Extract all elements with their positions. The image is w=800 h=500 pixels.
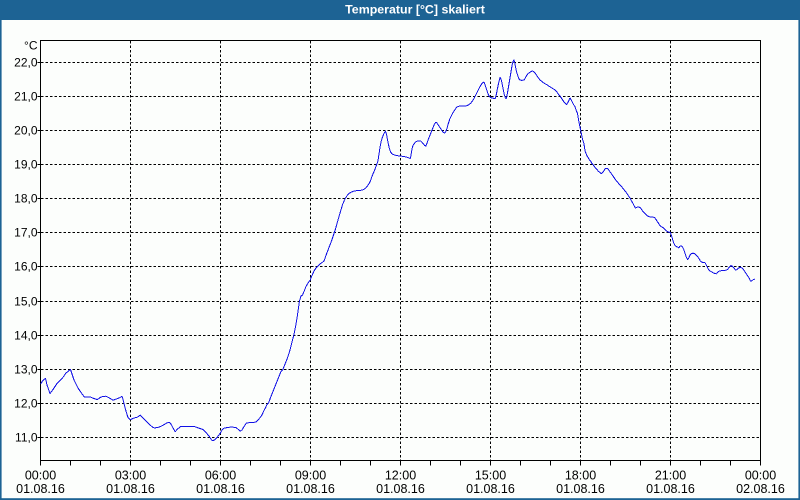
svg-text:01.08.16: 01.08.16 bbox=[556, 482, 605, 496]
svg-text:12:00: 12:00 bbox=[385, 469, 416, 483]
svg-text:01.08.16: 01.08.16 bbox=[646, 482, 695, 496]
svg-text:22,0: 22,0 bbox=[14, 56, 38, 70]
svg-text:06:00: 06:00 bbox=[205, 469, 236, 483]
svg-text:15:00: 15:00 bbox=[475, 469, 506, 483]
svg-text:00:00: 00:00 bbox=[25, 469, 56, 483]
svg-text:01.08.16: 01.08.16 bbox=[376, 482, 425, 496]
svg-text:03:00: 03:00 bbox=[115, 469, 146, 483]
svg-text:20,0: 20,0 bbox=[14, 124, 38, 138]
svg-text:14,0: 14,0 bbox=[14, 329, 38, 343]
svg-text:Temperatur [°C] skaliert: Temperatur [°C] skaliert bbox=[345, 3, 485, 17]
svg-text:°C: °C bbox=[24, 39, 38, 53]
svg-text:18,0: 18,0 bbox=[14, 192, 38, 206]
svg-text:21:00: 21:00 bbox=[655, 469, 686, 483]
svg-text:13,0: 13,0 bbox=[14, 363, 38, 377]
svg-text:21,0: 21,0 bbox=[14, 90, 38, 104]
svg-text:18:00: 18:00 bbox=[565, 469, 596, 483]
svg-text:01.08.16: 01.08.16 bbox=[16, 482, 65, 496]
svg-text:17,0: 17,0 bbox=[14, 226, 38, 240]
svg-text:01.08.16: 01.08.16 bbox=[286, 482, 335, 496]
svg-text:01.08.16: 01.08.16 bbox=[466, 482, 515, 496]
svg-text:19,0: 19,0 bbox=[14, 158, 38, 172]
svg-text:15,0: 15,0 bbox=[14, 295, 38, 309]
svg-text:16,0: 16,0 bbox=[14, 260, 38, 274]
svg-text:02.08.16: 02.08.16 bbox=[736, 482, 785, 496]
svg-text:09:00: 09:00 bbox=[295, 469, 326, 483]
svg-text:00:00: 00:00 bbox=[745, 469, 776, 483]
svg-text:01.08.16: 01.08.16 bbox=[196, 482, 245, 496]
svg-text:12,0: 12,0 bbox=[14, 397, 38, 411]
svg-text:01.08.16: 01.08.16 bbox=[106, 482, 155, 496]
svg-text:11,0: 11,0 bbox=[15, 431, 38, 445]
